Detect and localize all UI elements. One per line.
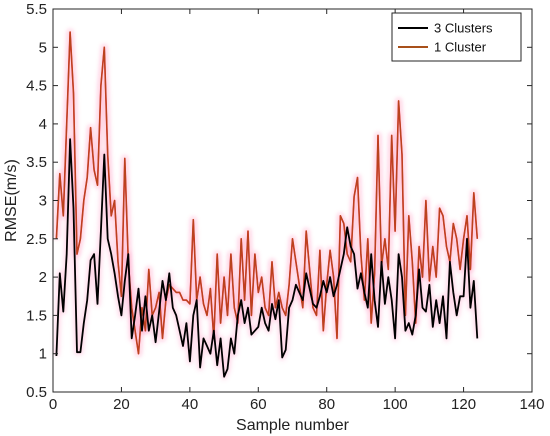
x-tick-label: 80 bbox=[318, 396, 335, 413]
x-tick-label: 100 bbox=[383, 396, 408, 413]
y-tick-label: 1 bbox=[39, 346, 47, 363]
x-tick-label: 0 bbox=[49, 396, 57, 413]
y-tick-label: 5 bbox=[39, 39, 47, 56]
series-line-1-cluster bbox=[55, 31, 478, 355]
y-tick-label: 3.5 bbox=[26, 154, 47, 171]
legend-box bbox=[391, 12, 522, 62]
series-layer bbox=[55, 31, 479, 378]
series-line-3-clusters bbox=[55, 138, 479, 378]
legend: 3 Clusters 1 Cluster bbox=[391, 12, 522, 62]
x-tick-label: 120 bbox=[451, 396, 476, 413]
y-tick-label: 4 bbox=[39, 116, 47, 133]
y-tick-label: 2.5 bbox=[26, 231, 47, 248]
x-axis: 0 20 40 60 80 100 120 140 bbox=[49, 9, 545, 413]
y-axis: 0.5 1 1.5 2 2.5 3 3.5 4 4.5 5 5.5 bbox=[26, 1, 532, 401]
y-tick-label: 2 bbox=[39, 269, 47, 286]
x-tick-label: 20 bbox=[113, 396, 130, 413]
y-axis-title: RMSE(m/s) bbox=[3, 159, 20, 242]
x-tick-label: 140 bbox=[519, 396, 544, 413]
y-tick-label: 0.5 bbox=[26, 384, 47, 401]
y-tick-label: 3 bbox=[39, 193, 47, 210]
legend-label-1-cluster: 1 Cluster bbox=[434, 40, 487, 55]
x-tick-label: 40 bbox=[182, 396, 199, 413]
y-tick-label: 1.5 bbox=[26, 307, 47, 324]
legend-label-3-clusters: 3 Clusters bbox=[434, 21, 493, 36]
x-tick-label: 60 bbox=[250, 396, 267, 413]
y-tick-label: 5.5 bbox=[26, 1, 47, 18]
x-axis-title: Sample number bbox=[236, 417, 350, 434]
y-tick-label: 4.5 bbox=[26, 78, 47, 95]
